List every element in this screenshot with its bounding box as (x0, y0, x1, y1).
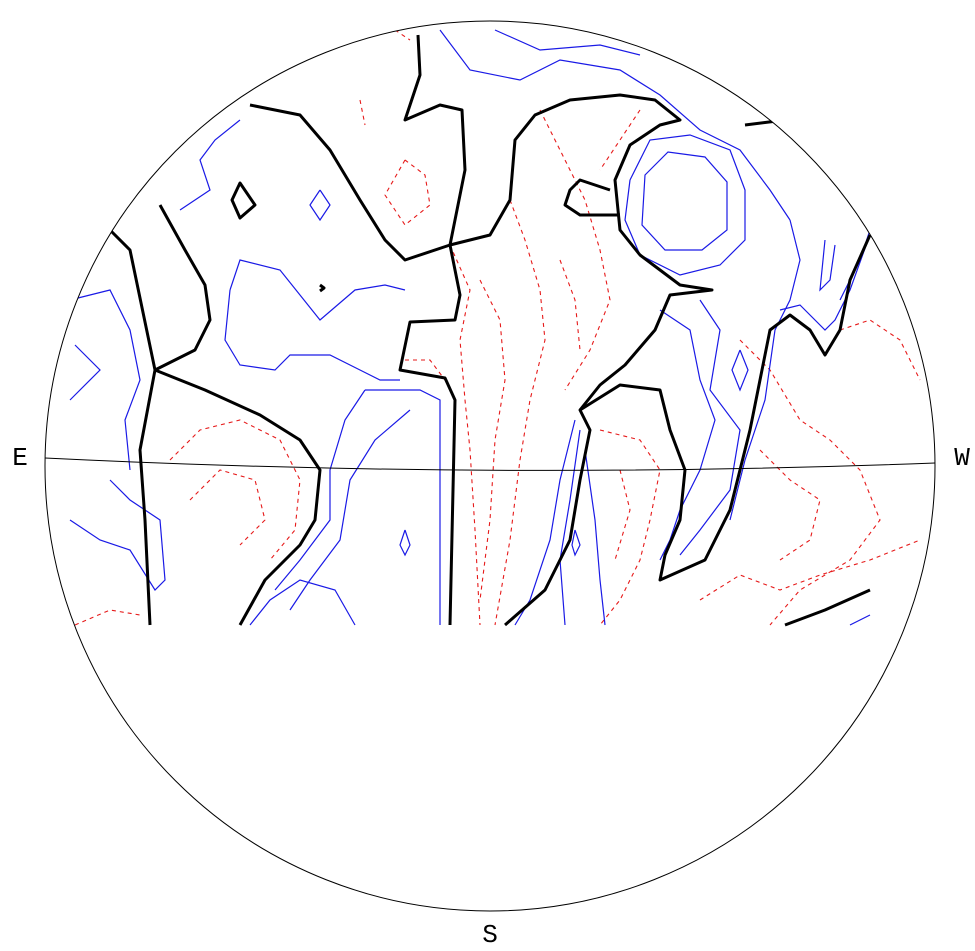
zero-contours (108, 34, 872, 627)
contours (69, 29, 931, 627)
west-label: W (954, 443, 970, 473)
equator (44, 457, 936, 471)
east-label: E (12, 443, 28, 473)
negative-contours (74, 29, 931, 626)
south-label: S (482, 920, 498, 950)
positive-contours (69, 29, 871, 626)
horizon (44, 20, 936, 912)
